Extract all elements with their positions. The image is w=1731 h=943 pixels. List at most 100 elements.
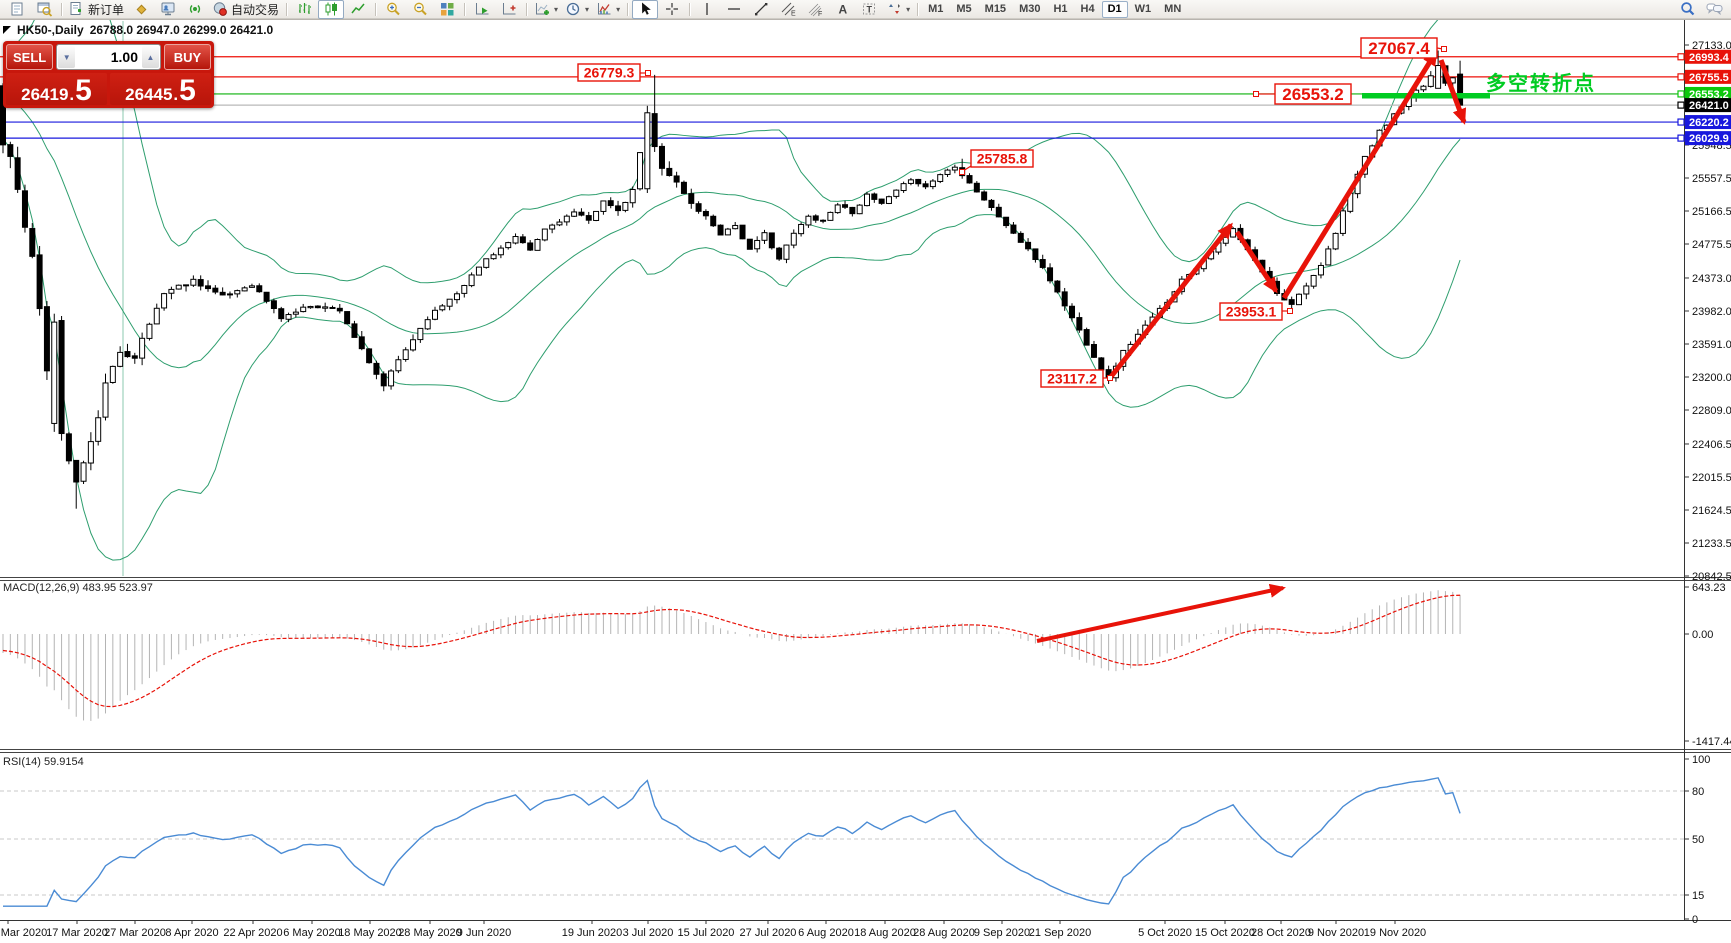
chevron-down-icon[interactable]: ▾ (585, 4, 590, 14)
cursor-icon[interactable] (632, 0, 659, 19)
toolbar-separator (917, 2, 919, 16)
chevron-down-icon[interactable]: ▾ (616, 4, 621, 14)
annotations-layer: 26779.3 25785.8 23117.2 23953.1 26553.2 27067… (577, 37, 1447, 388)
date-tick-label: 15 Jul 2020 (678, 927, 735, 939)
price-badge: 26029.9 (1689, 133, 1729, 145)
search-icon[interactable] (1674, 0, 1700, 19)
price-annotation[interactable]: 26553.2 (1282, 85, 1343, 104)
chevron-down-icon[interactable]: ▾ (554, 4, 559, 14)
rsi-axis-label: 50 (1692, 834, 1704, 846)
date-tick-label: 27 Jul 2020 (740, 927, 797, 939)
buy-button[interactable]: BUY (164, 44, 211, 70)
date-tick-label: 15 Oct 2020 (1195, 927, 1255, 939)
window-icon[interactable] (3, 26, 11, 34)
tile-windows-icon[interactable] (434, 0, 460, 19)
price-tick-label: 21233.5 (1692, 538, 1731, 550)
toolbar-separator (286, 2, 288, 16)
date-tick-label: 19 Jun 2020 (562, 927, 623, 939)
periods-icon[interactable]: ▾ (562, 0, 592, 19)
auto-scroll-icon[interactable] (469, 0, 495, 19)
horizontal-line-icon[interactable] (721, 0, 747, 19)
rsi-axis-label: 0 (1692, 914, 1698, 926)
arrows-icon[interactable]: ▾ (883, 0, 913, 19)
sell-price[interactable]: 26419 . 5 (6, 73, 107, 107)
sell-price-main: 26419 (21, 85, 69, 104)
toolbar-separator (526, 2, 528, 16)
volume-increase-button[interactable]: ▲ (142, 46, 159, 68)
timeframe-h4-button[interactable]: H4 (1080, 2, 1095, 15)
line-chart-icon[interactable] (345, 0, 371, 19)
timeframe-m30-button[interactable]: M30 (1019, 2, 1041, 15)
toolbar: 新订单 自动交易 ▾ ▾ ▾ E F A T ▾ M1 M5 M15 M30 H1 H4 D1 W1 MN (0, 0, 1731, 19)
candles-layer (0, 50, 1490, 509)
macd-axis-label: -1417.44 (1692, 736, 1731, 748)
rsi-axis-label: 80 (1692, 786, 1704, 798)
bar-chart-icon[interactable] (291, 0, 317, 19)
date-tick-label: 19 Nov 2020 (1364, 927, 1426, 939)
date-tick-label: Mar 2020 (1, 927, 47, 939)
timeframe-h1-button[interactable]: H1 (1053, 2, 1068, 15)
sell-button[interactable]: SELL (6, 44, 54, 70)
date-tick-label: 6 May 2020 (283, 927, 340, 939)
price-tick-label: 23591.0 (1692, 339, 1731, 351)
chevron-down-icon[interactable]: ▾ (906, 4, 911, 14)
price-tick-label: 24373.0 (1692, 273, 1731, 285)
price-tick-label: 22809.0 (1692, 405, 1731, 417)
sell-price-big-digit: 5 (75, 74, 92, 107)
templates-icon[interactable]: ▾ (593, 0, 623, 19)
equidistant-channel-icon[interactable]: E (775, 0, 801, 19)
zoom-in-icon[interactable] (380, 0, 406, 19)
macd-pane-layer (2, 583, 1461, 721)
zoom-out-icon[interactable] (407, 0, 433, 19)
autotrading-button-label: 自动交易 (231, 2, 280, 17)
price-tick-label: 21624.5 (1692, 505, 1731, 517)
autotrading-button[interactable]: 自动交易 (209, 0, 282, 19)
price-annotation[interactable]: 27067.4 (1368, 39, 1430, 58)
price-tick-label: 20842.5 (1692, 571, 1731, 583)
timeframe-mn-button[interactable]: MN (1164, 2, 1182, 15)
timeframe-m15-button[interactable]: M15 (984, 2, 1007, 15)
text-label-icon[interactable]: T (856, 0, 882, 19)
price-annotation[interactable]: 23953.1 (1226, 304, 1277, 320)
price-tick-label: 22015.5 (1692, 472, 1731, 484)
chart-shift-icon[interactable] (496, 0, 522, 19)
buy-price[interactable]: 26445 . 5 (110, 73, 211, 106)
indicators-icon[interactable]: ▾ (531, 0, 561, 19)
metaeditor-icon[interactable] (128, 0, 154, 19)
rsi-pane-layer (0, 777, 1684, 907)
rsi-label: RSI(14) 59.9154 (3, 756, 84, 768)
strategy-tester-icon[interactable] (155, 0, 181, 19)
volume-value[interactable]: 1.00 (110, 49, 138, 65)
price-badge: 26755.5 (1689, 72, 1729, 84)
date-tick-label: 17 Mar 2020 (46, 927, 108, 939)
volume-decrease-button[interactable]: ▼ (58, 46, 76, 68)
timeframe-w1-button[interactable]: W1 (1134, 2, 1152, 15)
trendline-icon[interactable] (748, 0, 774, 19)
fibonacci-icon[interactable]: F (802, 0, 828, 19)
candlestick-chart-icon[interactable] (318, 0, 345, 19)
timeframe-d1-button[interactable]: D1 (1101, 0, 1128, 18)
price-annotation[interactable]: 23117.2 (1047, 371, 1097, 387)
date-tick-label: 6 Aug 2020 (798, 927, 854, 939)
new-chart-icon[interactable] (4, 0, 30, 19)
crosshair-icon[interactable] (659, 0, 685, 19)
date-tick-label: 27 Mar 2020 (104, 927, 166, 939)
price-annotation[interactable]: 25785.8 (977, 151, 1028, 167)
svg-text:E: E (791, 11, 796, 18)
vertical-line-icon[interactable] (694, 0, 720, 19)
profiles-icon[interactable] (31, 0, 57, 19)
timeframe-m5-button[interactable]: M5 (956, 2, 972, 15)
symbol-period-label: HK50-,Daily (17, 23, 84, 37)
new-order-button[interactable]: 新订单 (66, 0, 127, 19)
toolbar-separator (464, 2, 466, 16)
signals-icon[interactable] (182, 0, 208, 19)
price-annotation[interactable]: 26779.3 (584, 65, 635, 81)
text-icon[interactable]: A (829, 0, 855, 19)
date-tick-label: 18 Aug 2020 (854, 927, 916, 939)
svg-text:A: A (838, 3, 847, 17)
svg-text:F: F (818, 11, 822, 17)
timeframe-m1-button[interactable]: M1 (928, 2, 944, 15)
svg-text:T: T (866, 5, 872, 15)
community-chat-icon[interactable] (1701, 0, 1727, 19)
